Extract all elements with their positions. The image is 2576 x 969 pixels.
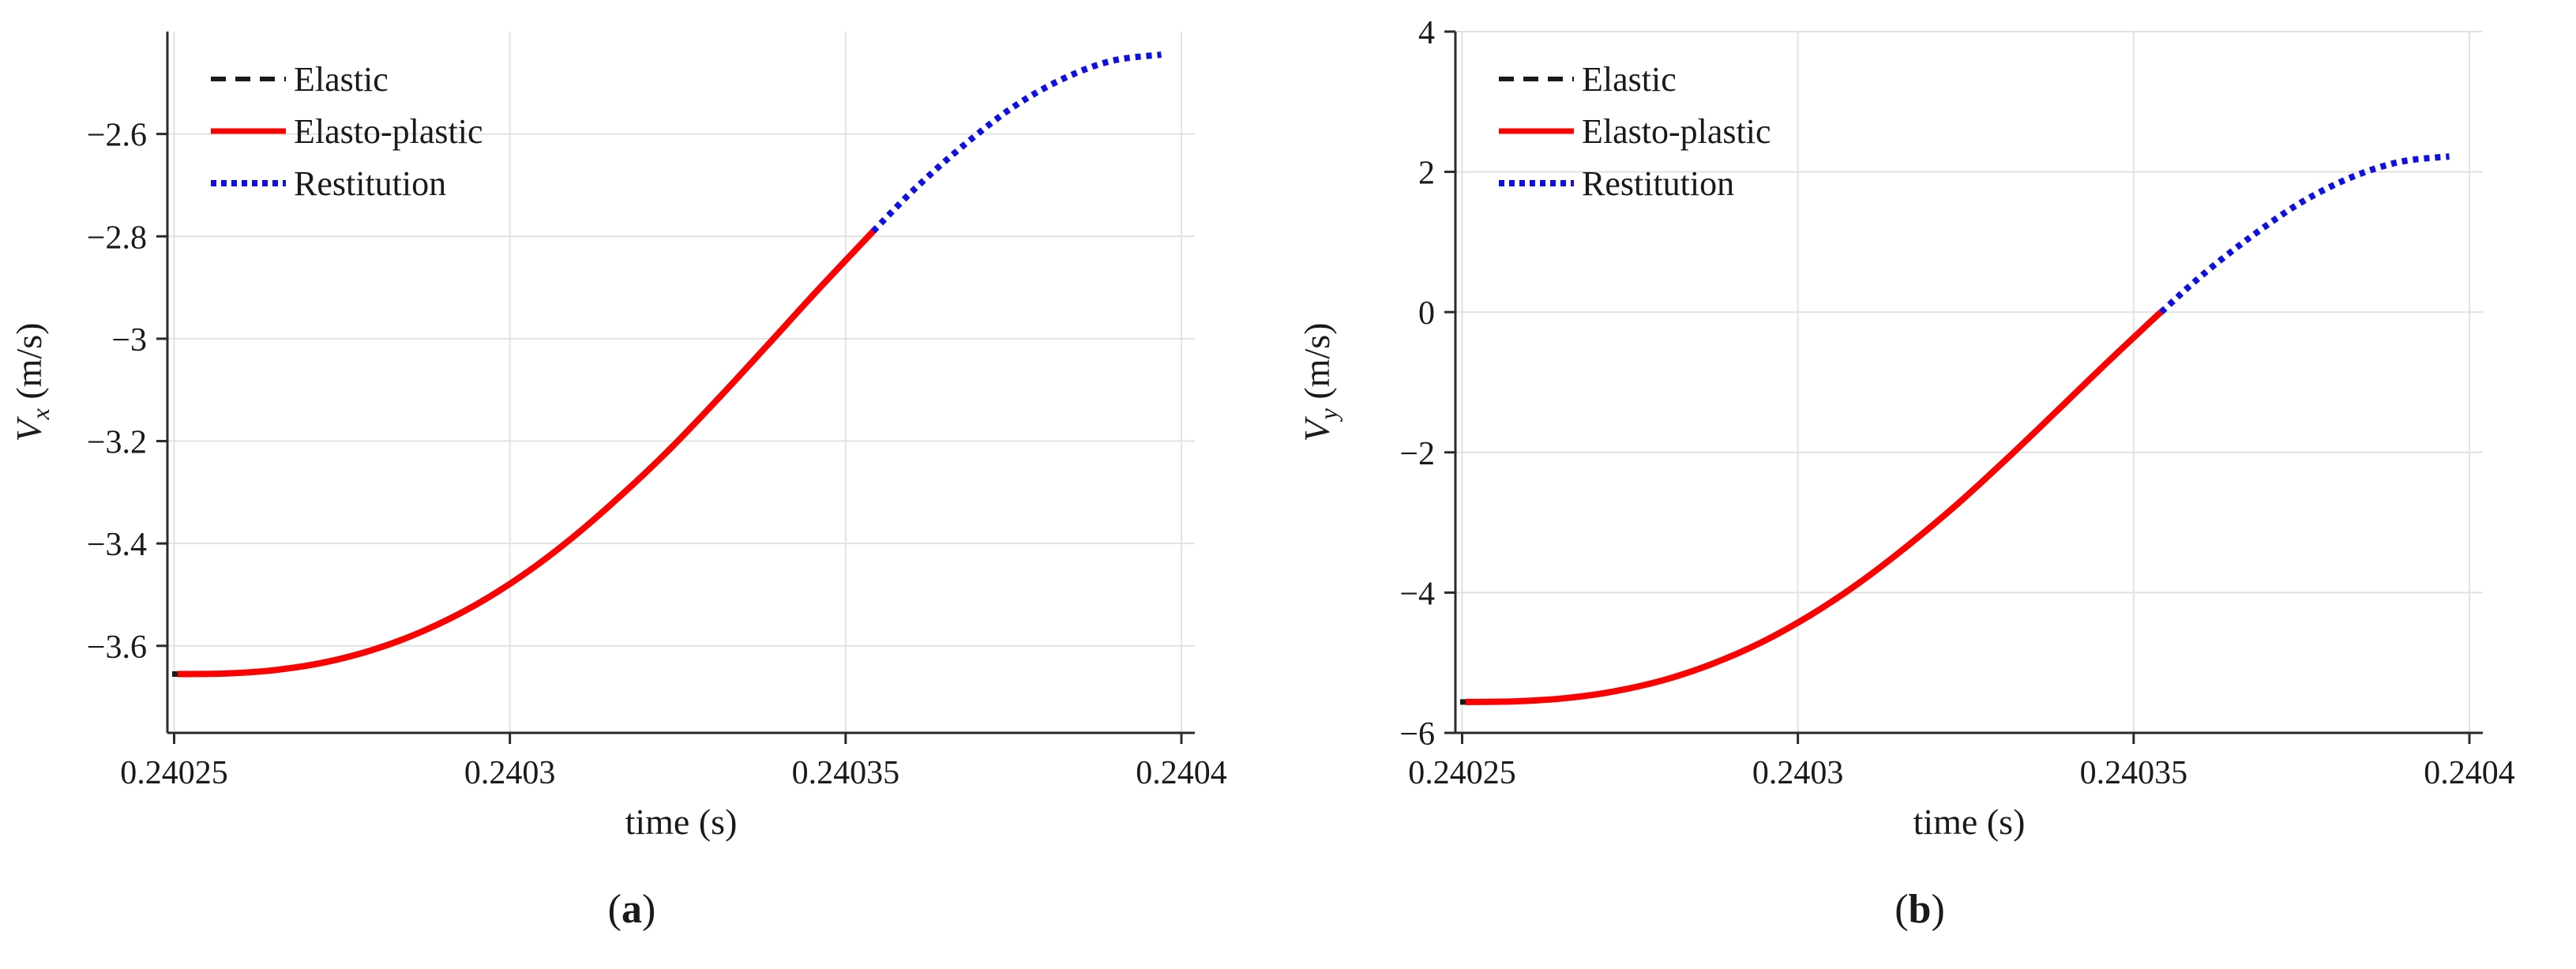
legend-label-elastic: Elastic xyxy=(294,60,389,99)
x-tick-label-1: 0.2403 xyxy=(1752,755,1844,791)
subfigure-b: 4 2 0 −2 −4 −6 0.24025 0.2403 0.24035 0.2404 time … xyxy=(1288,0,2576,969)
y-axis-title: Vx (m/s) xyxy=(9,323,54,442)
x-tick-label-0: 0.24025 xyxy=(120,755,228,791)
caption-close-paren: ) xyxy=(642,887,655,932)
axes-group xyxy=(156,32,1195,744)
legend-item-elasto-plastic: Elasto-plastic xyxy=(1499,112,1771,151)
x-tick-label-2: 0.24035 xyxy=(2080,755,2188,791)
y-tick-label-2: 0 xyxy=(1418,295,1435,332)
caption-close-paren: ) xyxy=(1931,887,1944,932)
y-tick-label-2: −3 xyxy=(111,322,147,359)
legend-item-elastic: Elastic xyxy=(211,60,389,99)
restitution-curve xyxy=(2159,153,2450,315)
grid-group xyxy=(167,32,1195,733)
legend-item-restitution: Restitution xyxy=(1499,164,1734,203)
y-tick-label-1: 2 xyxy=(1418,156,1435,192)
caption-letter: a xyxy=(621,887,642,932)
elasto-plastic-curve xyxy=(1465,309,2165,705)
y-tick-label-0: −2.6 xyxy=(87,118,147,154)
y-axis-subscript: y xyxy=(1314,408,1342,422)
legend-label-restitution: Restitution xyxy=(294,164,446,203)
series-group xyxy=(1460,153,2450,705)
elasto-plastic-curve xyxy=(177,227,877,678)
y-axis-subscript: x xyxy=(26,408,54,420)
legend-label-restitution: Restitution xyxy=(1582,164,1734,203)
legend-item-elastic: Elastic xyxy=(1499,60,1677,99)
y-tick-label-3: −3.2 xyxy=(87,425,147,461)
x-axis-title: time (s) xyxy=(625,802,738,842)
chart-b-svg: 4 2 0 −2 −4 −60.24025 0.2403 0.24035 0.2404 time … xyxy=(1297,15,2515,932)
caption-a: (a) xyxy=(608,887,656,932)
legend: Elastic Elasto-plastic Restitution xyxy=(1499,60,1771,203)
caption-open-paren: ( xyxy=(1894,887,1908,932)
caption-letter: b xyxy=(1909,887,1932,932)
caption-b: (b) xyxy=(1894,887,1945,932)
y-axis-unit: (m/s) xyxy=(1297,323,1337,409)
legend-item-restitution: Restitution xyxy=(211,164,446,203)
subfigure-a: −2.6 −2.8 −3 −3.2 −3.4 −3.6 0.24025 0.2403 0.240… xyxy=(9,32,1227,932)
restitution-curve xyxy=(870,51,1162,234)
y-axis-var: V xyxy=(1297,415,1337,441)
y-axis-unit: (m/s) xyxy=(9,323,49,409)
y-tick-label-4: −4 xyxy=(1399,576,1435,612)
series-group xyxy=(172,51,1162,678)
y-tick-label-5: −3.6 xyxy=(87,629,147,666)
legend: Elastic Elasto-plastic Restitution xyxy=(211,60,483,203)
x-tick-label-1: 0.2403 xyxy=(464,755,556,791)
caption-open-paren: ( xyxy=(608,887,621,932)
legend-item-elasto-plastic: Elasto-plastic xyxy=(211,112,483,151)
y-axis-var: V xyxy=(9,415,49,441)
x-tick-label-2: 0.24035 xyxy=(792,755,900,791)
x-tick-label-0: 0.24025 xyxy=(1408,755,1516,791)
chart-a-svg: −2.6 −2.8 −3 −3.2 −3.4 −3.6 0.24025 0.2403 0.240… xyxy=(9,32,1227,932)
legend-label-elasto-plastic: Elasto-plastic xyxy=(294,112,483,151)
legend-label-elasto-plastic: Elasto-plastic xyxy=(1582,112,1771,151)
y-axis-title: Vy (m/s) xyxy=(1297,323,1342,442)
x-tick-label-3: 0.2404 xyxy=(1136,755,1227,791)
x-axis-title: time (s) xyxy=(1913,802,2026,842)
y-tick-label-1: −2.8 xyxy=(87,220,147,256)
x-tick-label-3: 0.2404 xyxy=(2424,755,2515,791)
legend-label-elastic: Elastic xyxy=(1582,60,1677,99)
y-tick-label-4: −3.4 xyxy=(87,527,147,563)
y-tick-label-5: −6 xyxy=(1399,716,1435,753)
y-tick-label-3: −2 xyxy=(1399,436,1435,472)
y-tick-label-0: 4 xyxy=(1418,15,1435,51)
axes-group xyxy=(1444,30,2483,744)
